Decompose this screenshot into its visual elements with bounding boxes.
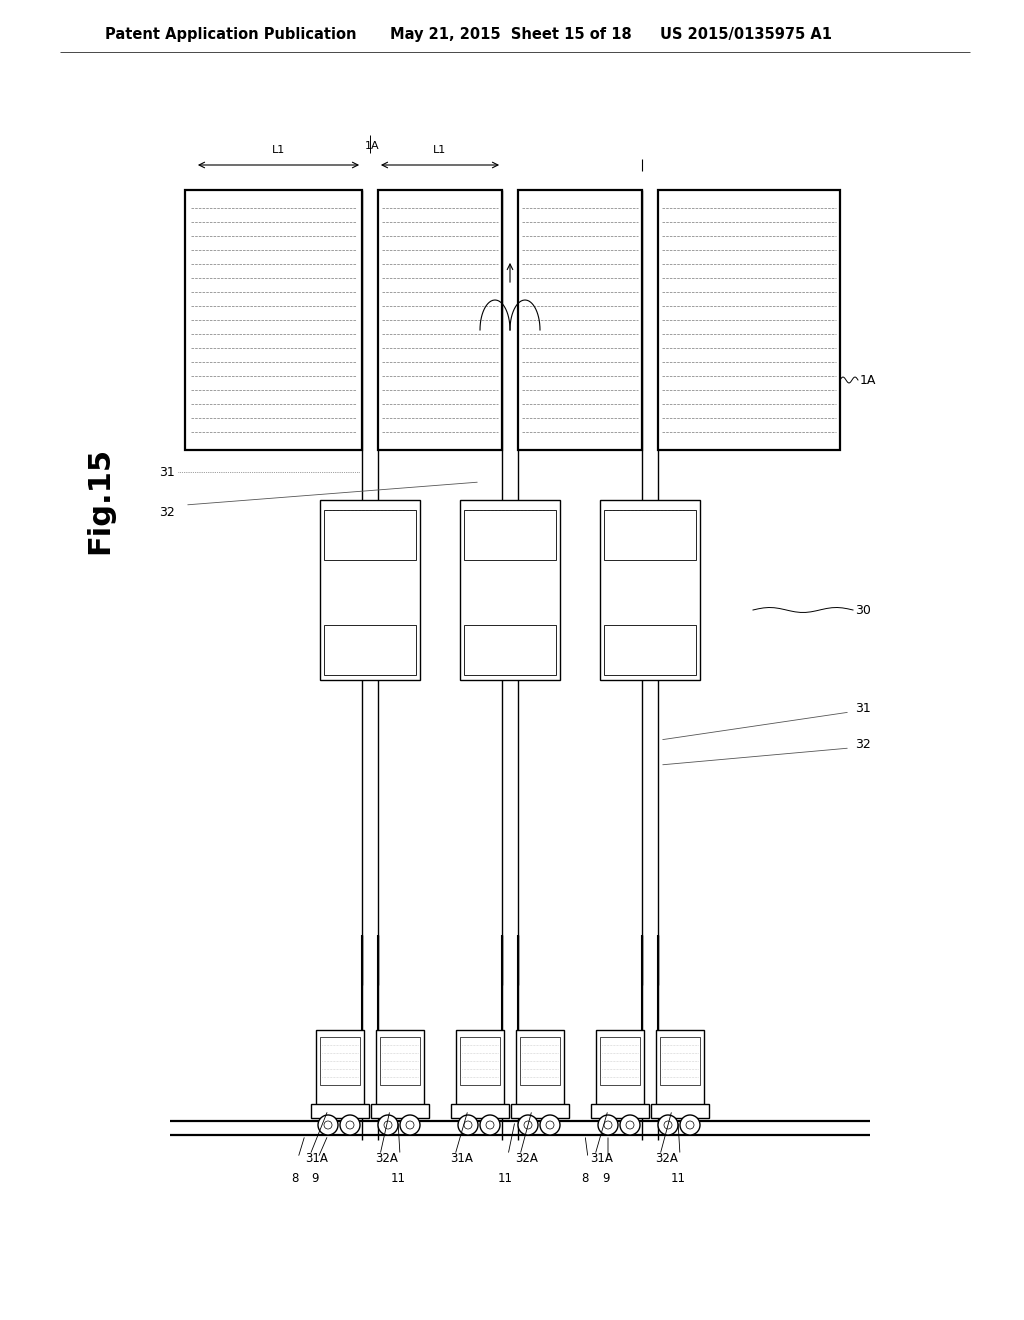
Text: 30: 30: [855, 603, 870, 616]
Bar: [651, 1104, 709, 1118]
Bar: [371, 1104, 429, 1118]
Text: May 21, 2015  Sheet 15 of 18: May 21, 2015 Sheet 15 of 18: [390, 28, 632, 42]
Bar: [185, 190, 362, 450]
Circle shape: [518, 1115, 538, 1135]
Circle shape: [686, 1121, 694, 1129]
Bar: [460, 500, 560, 680]
Bar: [319, 1038, 360, 1085]
Circle shape: [400, 1115, 420, 1135]
Text: 8: 8: [582, 1172, 589, 1185]
Circle shape: [486, 1121, 494, 1129]
Bar: [324, 510, 416, 560]
Text: 9: 9: [311, 1172, 318, 1185]
Circle shape: [524, 1121, 532, 1129]
Circle shape: [324, 1121, 332, 1129]
Text: 31: 31: [160, 466, 175, 479]
Circle shape: [340, 1115, 360, 1135]
Bar: [518, 190, 642, 450]
Circle shape: [458, 1115, 478, 1135]
Bar: [319, 500, 420, 680]
Circle shape: [546, 1121, 554, 1129]
Bar: [604, 510, 696, 560]
Circle shape: [626, 1121, 634, 1129]
Bar: [660, 1038, 700, 1085]
Bar: [380, 1038, 420, 1085]
Text: 31: 31: [855, 701, 870, 714]
Bar: [451, 1104, 509, 1118]
Circle shape: [406, 1121, 414, 1129]
Circle shape: [664, 1121, 672, 1129]
Circle shape: [604, 1121, 612, 1129]
Bar: [324, 624, 416, 675]
Text: 32: 32: [160, 506, 175, 519]
Text: 9: 9: [602, 1172, 609, 1185]
Bar: [520, 1038, 560, 1085]
Text: Patent Application Publication: Patent Application Publication: [105, 28, 356, 42]
Circle shape: [480, 1115, 500, 1135]
Text: 32: 32: [855, 738, 870, 751]
Bar: [656, 1030, 705, 1110]
Circle shape: [318, 1115, 338, 1135]
Circle shape: [620, 1115, 640, 1135]
Bar: [596, 1030, 644, 1110]
Bar: [600, 1038, 640, 1085]
Bar: [460, 1038, 500, 1085]
Text: Fig.15: Fig.15: [85, 446, 115, 553]
Bar: [464, 510, 556, 560]
Bar: [658, 190, 840, 450]
Circle shape: [598, 1115, 618, 1135]
Bar: [604, 624, 696, 675]
Bar: [378, 190, 502, 450]
Text: 31A: 31A: [305, 1152, 328, 1166]
Text: 11: 11: [498, 1172, 512, 1185]
Text: 31A: 31A: [450, 1152, 473, 1166]
Circle shape: [658, 1115, 678, 1135]
Circle shape: [346, 1121, 354, 1129]
Bar: [456, 1030, 504, 1110]
Text: 31A: 31A: [590, 1152, 613, 1166]
Bar: [591, 1104, 649, 1118]
Circle shape: [680, 1115, 700, 1135]
Text: US 2015/0135975 A1: US 2015/0135975 A1: [660, 28, 831, 42]
Text: 32A: 32A: [375, 1152, 398, 1166]
Bar: [516, 1030, 564, 1110]
Bar: [376, 1030, 424, 1110]
Text: 32A: 32A: [655, 1152, 678, 1166]
Text: L1: L1: [272, 145, 285, 154]
Bar: [600, 500, 700, 680]
Text: 11: 11: [671, 1172, 685, 1185]
Bar: [511, 1104, 569, 1118]
Text: 11: 11: [390, 1172, 406, 1185]
Circle shape: [464, 1121, 472, 1129]
Circle shape: [540, 1115, 560, 1135]
Text: L1: L1: [433, 145, 446, 154]
Text: 1A: 1A: [365, 141, 379, 150]
Bar: [316, 1030, 364, 1110]
Text: 1A: 1A: [860, 374, 877, 387]
Text: 32A: 32A: [515, 1152, 538, 1166]
Bar: [464, 624, 556, 675]
Text: 8: 8: [291, 1172, 299, 1185]
Circle shape: [384, 1121, 392, 1129]
Bar: [311, 1104, 369, 1118]
Circle shape: [378, 1115, 398, 1135]
